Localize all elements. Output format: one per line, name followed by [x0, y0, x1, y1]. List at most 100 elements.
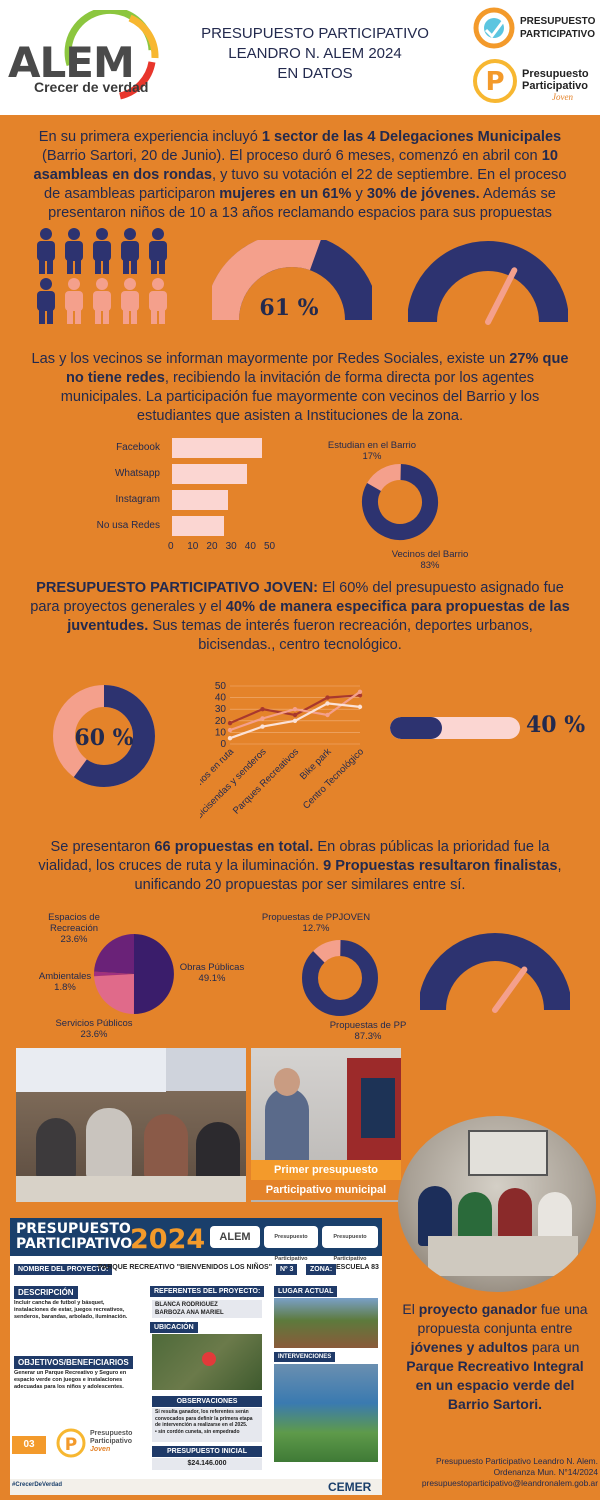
zona-value: ESCUELA 83	[336, 1264, 379, 1271]
pie-label-ambientales: Ambientales 1.8%	[30, 971, 100, 993]
gauge-track	[408, 241, 568, 323]
svg-text:P: P	[65, 1435, 77, 1455]
text: (Barrio Sartori, 20 de Junio). El proces…	[42, 148, 542, 164]
data-point	[260, 707, 265, 712]
ppj-logo-line-2: Participativo	[522, 80, 589, 92]
donut1-label-residents: Vecinos del Barrio 83%	[380, 549, 480, 571]
info-paragraph: Las y los vecinos se informan mayormente…	[30, 350, 570, 426]
proposals-donut	[302, 940, 378, 1016]
y-tick-label: 50	[215, 681, 227, 692]
text: En obras públicas la prioridad fue la vi…	[38, 839, 550, 874]
ppj-line-2: Participativo	[90, 1438, 133, 1445]
y-tick-label: 40	[215, 693, 227, 704]
text-bold: 40% de manera especifica para propuestas…	[67, 599, 570, 634]
data-point	[227, 727, 233, 733]
footer-email: presupuestoparticipativo@leandronalem.go…	[421, 1478, 598, 1488]
ubicacion-label: UBICACIÓN	[150, 1322, 198, 1333]
objetivos-label: OBJETIVOS/BENEFICIARIOS	[14, 1356, 133, 1369]
person-silhouette	[86, 1108, 132, 1178]
referentes-box: BLANCA RODRIGUEZ BARBOZA ANA MARIEL	[152, 1300, 262, 1318]
zona-label: ZONA:	[306, 1264, 337, 1275]
label-value: 12.7%	[302, 923, 330, 934]
footer: Presupuesto Participativo Leandro N. Ale…	[380, 1456, 598, 1489]
sheet-logo-pp: Presupuesto Participativo	[264, 1226, 318, 1262]
label-name: Servicios Públicos	[55, 1018, 133, 1029]
photo-caption-1: Primer presupuesto	[251, 1160, 401, 1180]
sheet-title: PRESUPUESTO PARTICIPATIVO	[16, 1222, 132, 1252]
gauge-needle	[492, 966, 528, 1013]
logo-arc-red	[119, 61, 156, 100]
text-bold: proyecto ganador	[418, 1301, 537, 1317]
ppj-logo-line-3: Joven	[552, 92, 573, 102]
y-tick-label: 10	[215, 727, 227, 738]
budget-donut: 60 %	[53, 685, 155, 787]
person-icon	[93, 278, 111, 324]
ppj-line-1: Presupuesto	[90, 1430, 133, 1437]
bar-tick-label: 20	[206, 541, 218, 552]
text: para un	[528, 1339, 580, 1355]
donut1-label-students: Estudian en el Barrio 17%	[317, 440, 427, 462]
person-icon	[37, 278, 55, 324]
winner-text: El proyecto ganador fue una propuesta co…	[400, 1300, 590, 1414]
intervenciones-render	[274, 1364, 378, 1462]
data-point	[357, 693, 363, 698]
bar-tick-label: 0	[168, 541, 174, 552]
label-name: Ambientales	[38, 971, 92, 982]
data-point	[292, 712, 298, 718]
data-point	[227, 720, 233, 726]
title-line-1: PRESUPUESTO PARTICIPATIVO	[201, 25, 429, 42]
label-value: 87.3%	[354, 1031, 382, 1042]
proposals-paragraph: Se presentaron 66 propuestas en total. E…	[30, 838, 570, 895]
bar-category-label: Instagram	[115, 494, 160, 505]
pie-slice	[93, 971, 134, 977]
footer-line: Ordenanza Mun. N°14/2024	[493, 1467, 598, 1477]
label-value: 17%	[362, 451, 382, 462]
pp-logo-line-1: PRESUPUESTO	[520, 16, 596, 27]
person-silhouette	[36, 1118, 76, 1178]
data-point	[260, 716, 265, 721]
label-name: Espacios de Recreación	[48, 912, 100, 934]
youth-bar	[390, 717, 520, 739]
pie-label-servicios: Servicios Públicos 23.6%	[44, 1018, 144, 1040]
footer-line: Presupuesto Participativo Leandro N. Ale…	[435, 1456, 598, 1466]
text-bold: 1 sector de las 4 Delegaciones Municipal…	[261, 129, 562, 145]
header	[0, 0, 600, 115]
text: En su primera experiencia incluyó	[38, 129, 262, 145]
nombre-value: PARQUE RECREATIVO "BIENVENIDOS LOS NIÑOS…	[98, 1264, 273, 1271]
banner	[361, 1078, 395, 1138]
table	[16, 1176, 246, 1202]
person-icon	[65, 228, 83, 274]
text: Sus temas de interés fueron recreación, …	[148, 618, 533, 653]
numero-label: Nº 3	[276, 1264, 298, 1275]
objetivos-text: Generar un Parque Recreativo y Seguro en…	[14, 1370, 127, 1390]
project-sheet: PRESUPUESTO PARTICIPATIVO 2024 ALEM Pres…	[10, 1218, 382, 1495]
assembly-photo	[16, 1048, 246, 1202]
youth-bar-label: 40 %	[526, 712, 586, 738]
ppj-logo: P Presupuesto Participativo Joven	[468, 54, 596, 110]
observaciones-bullet: • sin cordón cuneta, sin empedrado	[155, 1428, 240, 1435]
bar-category-label: No usa Redes	[96, 520, 160, 531]
lugar-label: LUGAR ACTUAL	[274, 1286, 338, 1297]
donut-fill	[53, 685, 155, 787]
person-icon	[93, 228, 111, 274]
lugar-photo	[274, 1298, 378, 1348]
bar	[172, 516, 224, 536]
bar	[172, 490, 228, 510]
data-point	[292, 718, 298, 723]
sheet-header	[10, 1218, 382, 1256]
descripcion-text: Incluir cancha de futbol y básquet, inst…	[14, 1300, 128, 1320]
data-point	[292, 707, 298, 712]
label-value: 83%	[420, 560, 440, 571]
gauge-needle	[485, 267, 518, 325]
y-tick-label: 20	[215, 716, 227, 727]
label-value: 1.8%	[54, 982, 76, 993]
bar-category-label: Facebook	[116, 442, 160, 453]
text-bold: PRESUPUESTO PARTICIPATIVO JOVEN:	[36, 580, 319, 596]
text: Las y los vecinos se informan mayormente…	[31, 351, 510, 367]
logo-arc-yellow	[128, 14, 159, 59]
label-name: Vecinos del Barrio	[391, 549, 469, 560]
text: Se presentaron	[50, 839, 155, 855]
text: fue una propuesta conjunta entre	[417, 1301, 588, 1336]
sheet-hashtag: #CrecerDeVerdad	[12, 1482, 63, 1488]
observaciones-box: Si resulta ganador, los referentes serán…	[152, 1408, 262, 1442]
